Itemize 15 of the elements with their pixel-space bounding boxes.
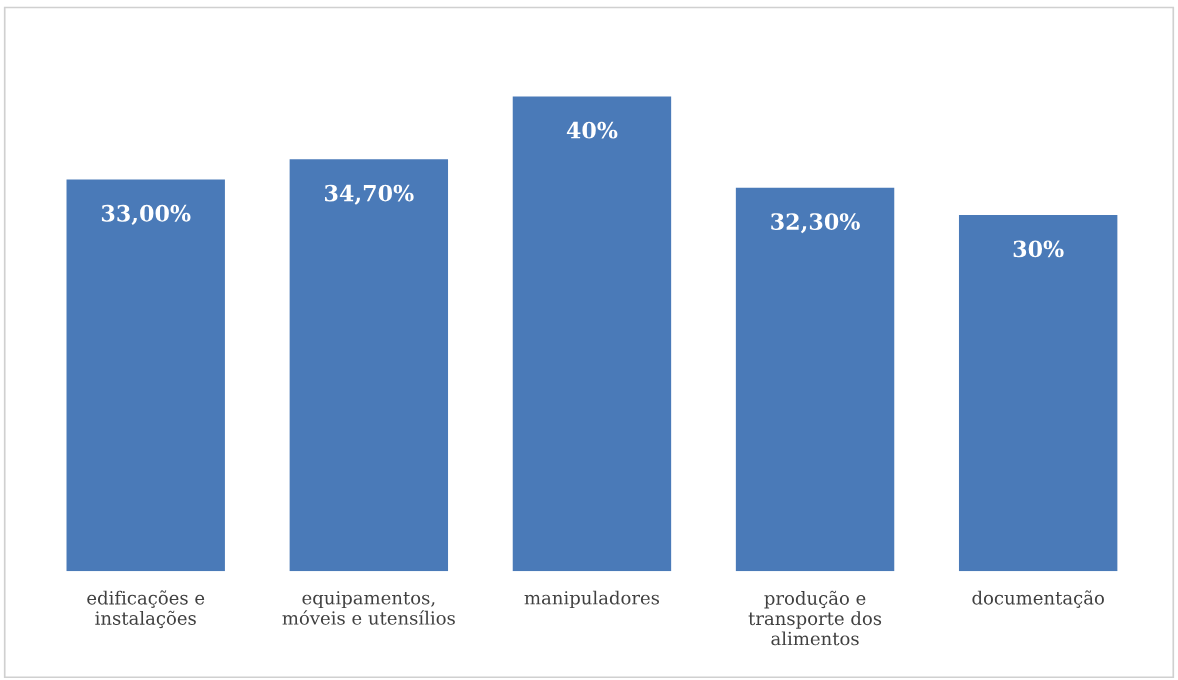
x-tick-label: edificações e instalações [87,590,205,629]
data-label: 40% [566,121,618,139]
bar [66,179,225,572]
x-tick-label: equipamentos, móveis e utensílios [282,591,455,625]
x-tick-label: documentação [972,590,1104,608]
bar [735,187,895,572]
x-tick-label: produção e transporte dos alimentos [748,590,882,646]
data-label: 32,30% [771,213,860,234]
bar [512,96,672,572]
bar [289,159,449,572]
bar [958,215,1118,572]
data-label: 34,70% [325,184,414,205]
x-tick-label: manipuladores [524,590,660,609]
data-label: 33,00% [101,204,191,226]
data-label: 30% [1013,240,1064,258]
